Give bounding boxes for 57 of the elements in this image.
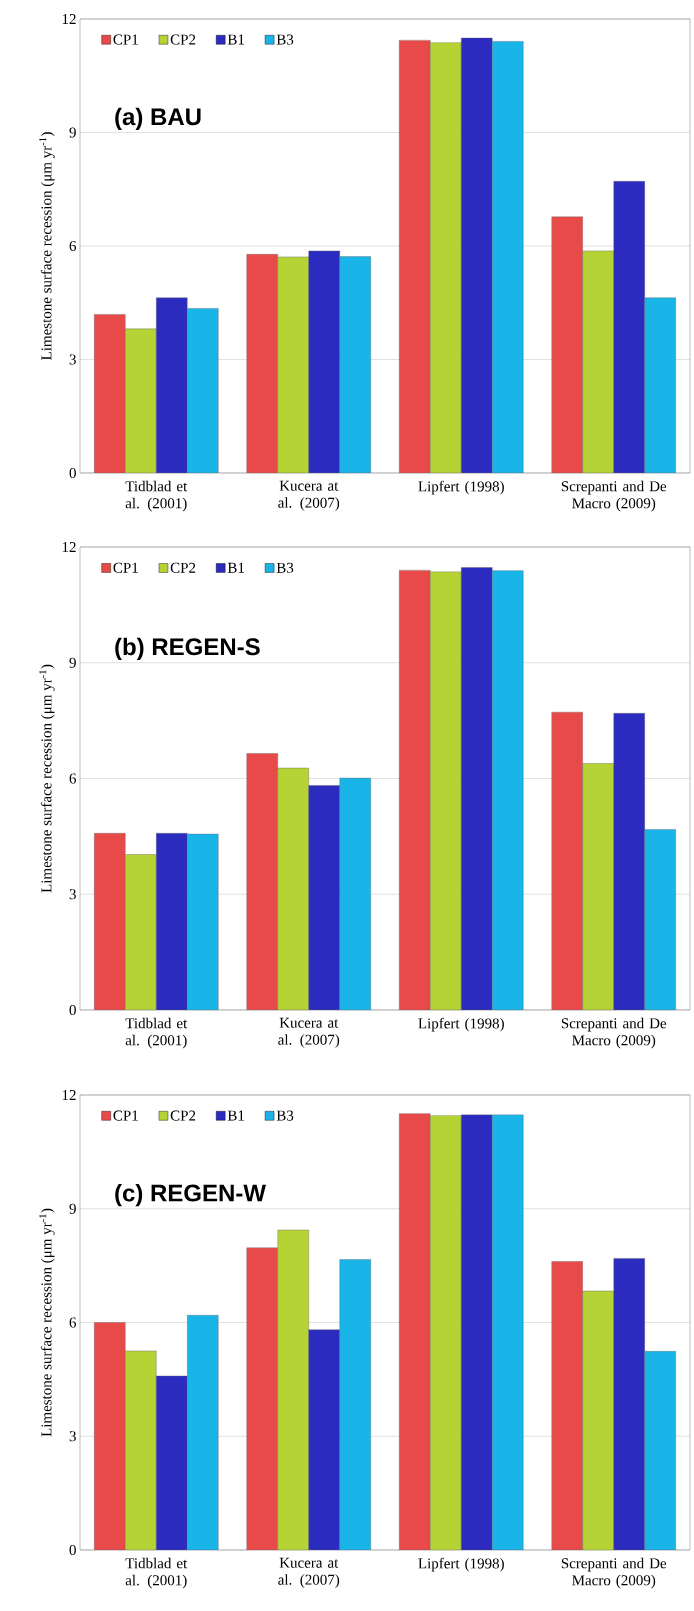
text: (b) REGEN-S xyxy=(115,637,260,661)
bar xyxy=(644,297,676,473)
legend-label: B3 xyxy=(276,1110,294,1121)
x-tick-label: Tidblad et al. (2001) xyxy=(125,1017,188,1049)
y-tick-label: 3 xyxy=(69,889,76,900)
y-tick-label: 0 xyxy=(69,1004,76,1016)
y-tick-label: 9 xyxy=(69,127,76,138)
bar xyxy=(551,711,583,1010)
x-tick-label: Tidblad et al. (2001) xyxy=(125,480,188,512)
y-tick-label: 12 xyxy=(62,1090,76,1100)
legend-label: B1 xyxy=(227,562,244,573)
y-axis-title: Limestone surface recession (μm yr$^{-1}$) xyxy=(39,132,55,360)
legend-label: B3 xyxy=(276,34,294,45)
x-tick-label: Kucera at al. (2007) xyxy=(278,1557,340,1588)
bar xyxy=(187,308,219,473)
y-tick-label: 12 xyxy=(62,14,76,24)
y-tick-label: 6 xyxy=(69,1317,77,1328)
y-tick-label: 6 xyxy=(69,240,77,252)
x-tick-label: Lipfert (1998) xyxy=(418,1557,504,1572)
bar xyxy=(246,753,278,1010)
x-tick-label: Screpanti and De Macro (2009) xyxy=(561,1017,667,1049)
legend-label: B1 xyxy=(227,1110,244,1121)
bar xyxy=(94,314,126,473)
text: (a) BAU xyxy=(115,107,201,131)
y-tick-label: 12 xyxy=(62,542,76,552)
y-tick-label: 0 xyxy=(69,467,76,479)
y-axis-title: Limestone surface recession (μm yr$^{-1}$) xyxy=(39,1208,55,1437)
bar xyxy=(339,256,371,473)
bar xyxy=(399,39,431,473)
legend-label: CP1 xyxy=(113,562,138,573)
y-tick-label: 3 xyxy=(69,1431,76,1442)
bar xyxy=(551,216,583,473)
legend-label: CP2 xyxy=(170,1110,196,1121)
y-tick-label: 9 xyxy=(69,1203,76,1214)
legend-label: CP1 xyxy=(113,34,138,45)
y-tick-label: 9 xyxy=(69,657,76,668)
y-axis-title: Limestone surface recession (μm yr$^{-1}$) xyxy=(39,664,55,893)
x-tick-label: Tidblad et al. (2001) xyxy=(125,1557,188,1589)
legend-label: CP2 xyxy=(170,562,196,573)
bar xyxy=(399,569,431,1010)
x-tick-label: Screpanti and De Macro (2009) xyxy=(561,1557,667,1589)
legend-label: CP1 xyxy=(113,1110,138,1121)
legend-label: B1 xyxy=(227,34,244,45)
bar xyxy=(246,254,278,473)
x-tick-label: Lipfert (1998) xyxy=(418,1017,504,1032)
text: (c) REGEN-W xyxy=(115,1183,266,1207)
y-tick-label: 3 xyxy=(69,354,76,365)
x-tick-label: Kucera at al. (2007) xyxy=(278,1017,340,1048)
legend-label: CP2 xyxy=(170,34,196,45)
bar xyxy=(94,833,126,1010)
x-tick-label: Lipfert (1998) xyxy=(418,480,504,495)
x-tick-label: Kucera at al. (2007) xyxy=(278,480,340,511)
y-tick-label: 0 xyxy=(69,1544,76,1556)
bar xyxy=(492,41,524,473)
y-tick-label: 6 xyxy=(69,773,77,784)
x-tick-label: Screpanti and De Macro (2009) xyxy=(561,480,667,512)
legend-label: B3 xyxy=(276,562,294,573)
